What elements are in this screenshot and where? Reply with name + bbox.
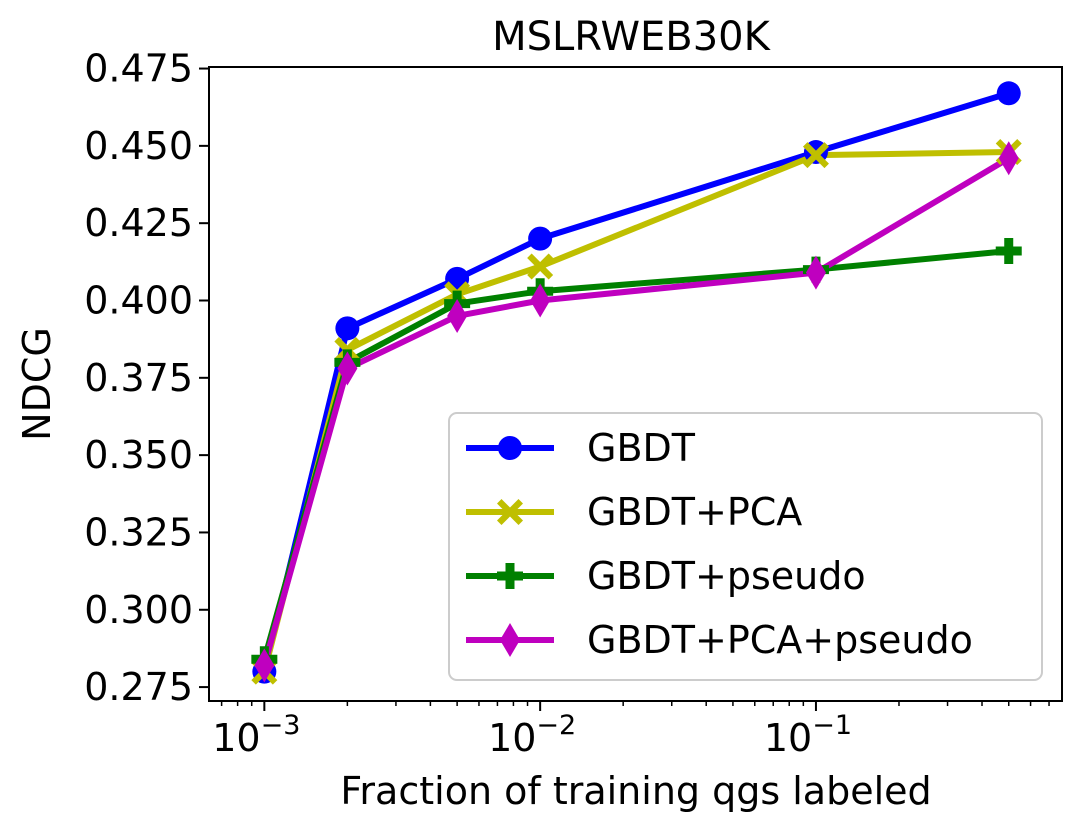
- y-axis-ticks: 0.275 0.300 0.325 0.350 0.375 0.400 0.425 0.450…: [84, 47, 209, 709]
- y-tick-label: 0.275: [84, 665, 193, 709]
- series-markers: [251, 81, 1022, 685]
- legend-swatch-marker: [497, 499, 523, 525]
- y-tick-label: 0.300: [84, 588, 193, 632]
- x-tick-label: 10−2: [488, 710, 576, 760]
- data-point: [447, 298, 468, 333]
- y-tick-label: 0.475: [84, 47, 193, 91]
- y-tick-label: 0.425: [84, 201, 193, 245]
- x-tick-base: 10: [212, 716, 260, 760]
- series-lines: [261, 90, 1012, 675]
- plot-area-frame: [208, 66, 1063, 702]
- y-tick-label: 0.375: [84, 356, 193, 400]
- y-tick-label: 0.400: [84, 278, 193, 322]
- data-point: [996, 81, 1021, 106]
- legend-label: GBDT+PCA: [587, 490, 802, 534]
- x-axis-ticks: 10−3 10−2 10−1: [212, 701, 1050, 760]
- x-tick-exponent: −2: [536, 710, 576, 741]
- legend-label: GBDT+pseudo: [587, 554, 866, 598]
- data-point: [335, 316, 360, 341]
- x-axis-label: Fraction of training qgs labeled: [340, 769, 931, 813]
- data-point: [998, 141, 1019, 176]
- x-tick-exponent: −3: [261, 710, 301, 741]
- x-tick-base: 10: [488, 716, 536, 760]
- legend-label: GBDT: [587, 426, 696, 470]
- series-line-0: [261, 90, 1012, 675]
- legend-box: [448, 412, 1043, 681]
- y-tick-label: 0.450: [84, 124, 193, 168]
- x-tick-base: 10: [764, 716, 812, 760]
- legend-swatch-marker: [500, 623, 520, 657]
- x-tick-label: 10−1: [764, 710, 852, 760]
- series-line-3: [261, 155, 1012, 669]
- legend: GBDT GBDT+PCA GBDT+pseudo GBDT+PCA+pseudo: [448, 412, 1043, 681]
- data-point: [254, 648, 275, 683]
- data-point: [528, 226, 553, 251]
- data-point: [530, 283, 551, 318]
- chart-title: MSLRWEB30K: [492, 14, 772, 60]
- y-tick-label: 0.325: [84, 510, 193, 554]
- legend-label: GBDT+PCA+pseudo: [587, 618, 973, 662]
- x-tick-label: 10−3: [212, 710, 300, 760]
- data-point: [995, 238, 1022, 265]
- data-point: [337, 351, 358, 386]
- data-point: [805, 255, 826, 290]
- data-point: [527, 253, 554, 280]
- y-tick-label: 0.350: [84, 433, 193, 477]
- x-tick-exponent: −1: [812, 710, 852, 741]
- legend-swatch-marker: [497, 563, 523, 589]
- legend-swatch-marker: [498, 436, 522, 460]
- y-axis-label: NDCG: [15, 327, 59, 441]
- data-point: [802, 142, 829, 169]
